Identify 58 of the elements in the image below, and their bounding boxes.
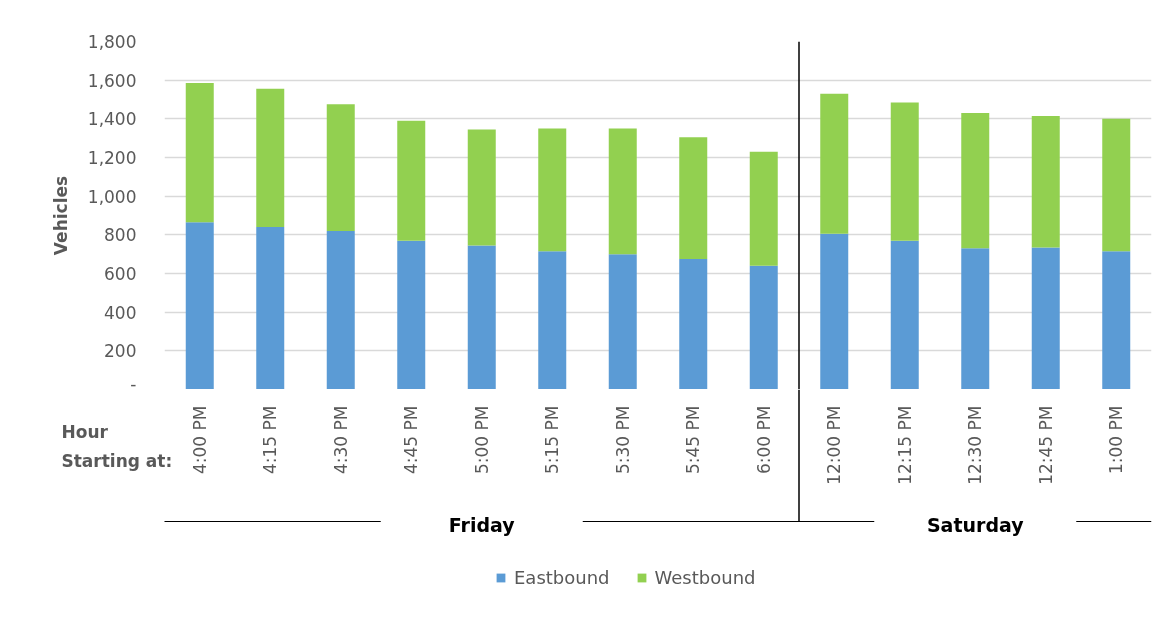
x-tick-label: 4:45 PM (401, 405, 422, 474)
y-tick-label: 1,000 (87, 186, 137, 207)
y-axis-title: Vehicles (50, 175, 71, 256)
bar (679, 259, 708, 389)
y-tick-label: 1,200 (87, 148, 137, 168)
bar (538, 251, 567, 389)
bar (679, 137, 708, 259)
x-tick-label: 4:15 PM (260, 405, 281, 474)
x-tick-label: 5:00 PM (471, 405, 492, 474)
x-tick-label: 5:15 PM (542, 405, 563, 474)
bar (749, 265, 778, 389)
legend-label: Eastbound (514, 567, 610, 588)
bar (326, 230, 355, 389)
bar (961, 248, 990, 389)
x-tick-label: 1:00 PM (1106, 405, 1127, 474)
legend-label: Westbound (654, 567, 756, 588)
bar (608, 128, 637, 255)
bar (608, 254, 637, 389)
bar (1031, 247, 1060, 389)
y-tick-label: 600 (104, 264, 137, 284)
y-tick-label: 1,800 (87, 32, 137, 52)
x-tick-label: 12:15 PM (894, 405, 915, 485)
bar (1031, 115, 1060, 248)
bar (185, 222, 214, 389)
x-tick-label: 6:00 PM (753, 405, 774, 474)
x-tick-label: 12:00 PM (824, 405, 845, 485)
y-tick-label: 1,400 (87, 109, 137, 130)
bar (185, 83, 214, 223)
y-tick-label: 400 (104, 302, 137, 323)
bar (397, 120, 426, 241)
bar (890, 240, 919, 389)
bar (1102, 118, 1131, 252)
y-tick-label: 1,600 (87, 70, 137, 91)
bar (397, 240, 426, 389)
y-tick-label: 200 (104, 341, 137, 362)
x-tick-label: 12:30 PM (965, 405, 986, 485)
bar (326, 104, 355, 231)
bar (538, 128, 567, 252)
x-tick-label: 4:00 PM (189, 405, 210, 474)
bar (961, 113, 990, 249)
bar (890, 102, 919, 241)
x-tick-label: 5:45 PM (683, 405, 704, 474)
bar (256, 227, 285, 389)
y-tick-label: - (130, 373, 137, 394)
bar (820, 93, 849, 234)
bar (467, 245, 496, 389)
bar (820, 233, 849, 389)
bar (467, 129, 496, 246)
x-tick-label: 5:30 PM (612, 405, 633, 474)
bar (1102, 251, 1131, 389)
x-tick-label: 4:30 PM (330, 405, 351, 474)
x-tick-label: 12:45 PM (1035, 405, 1056, 485)
bar (749, 151, 778, 266)
text: Saturday (926, 513, 1025, 536)
text: Friday (448, 513, 516, 536)
bar (256, 88, 285, 228)
x-axis-title: Hour Starting at: (61, 421, 173, 471)
y-tick-label: 800 (104, 225, 137, 246)
